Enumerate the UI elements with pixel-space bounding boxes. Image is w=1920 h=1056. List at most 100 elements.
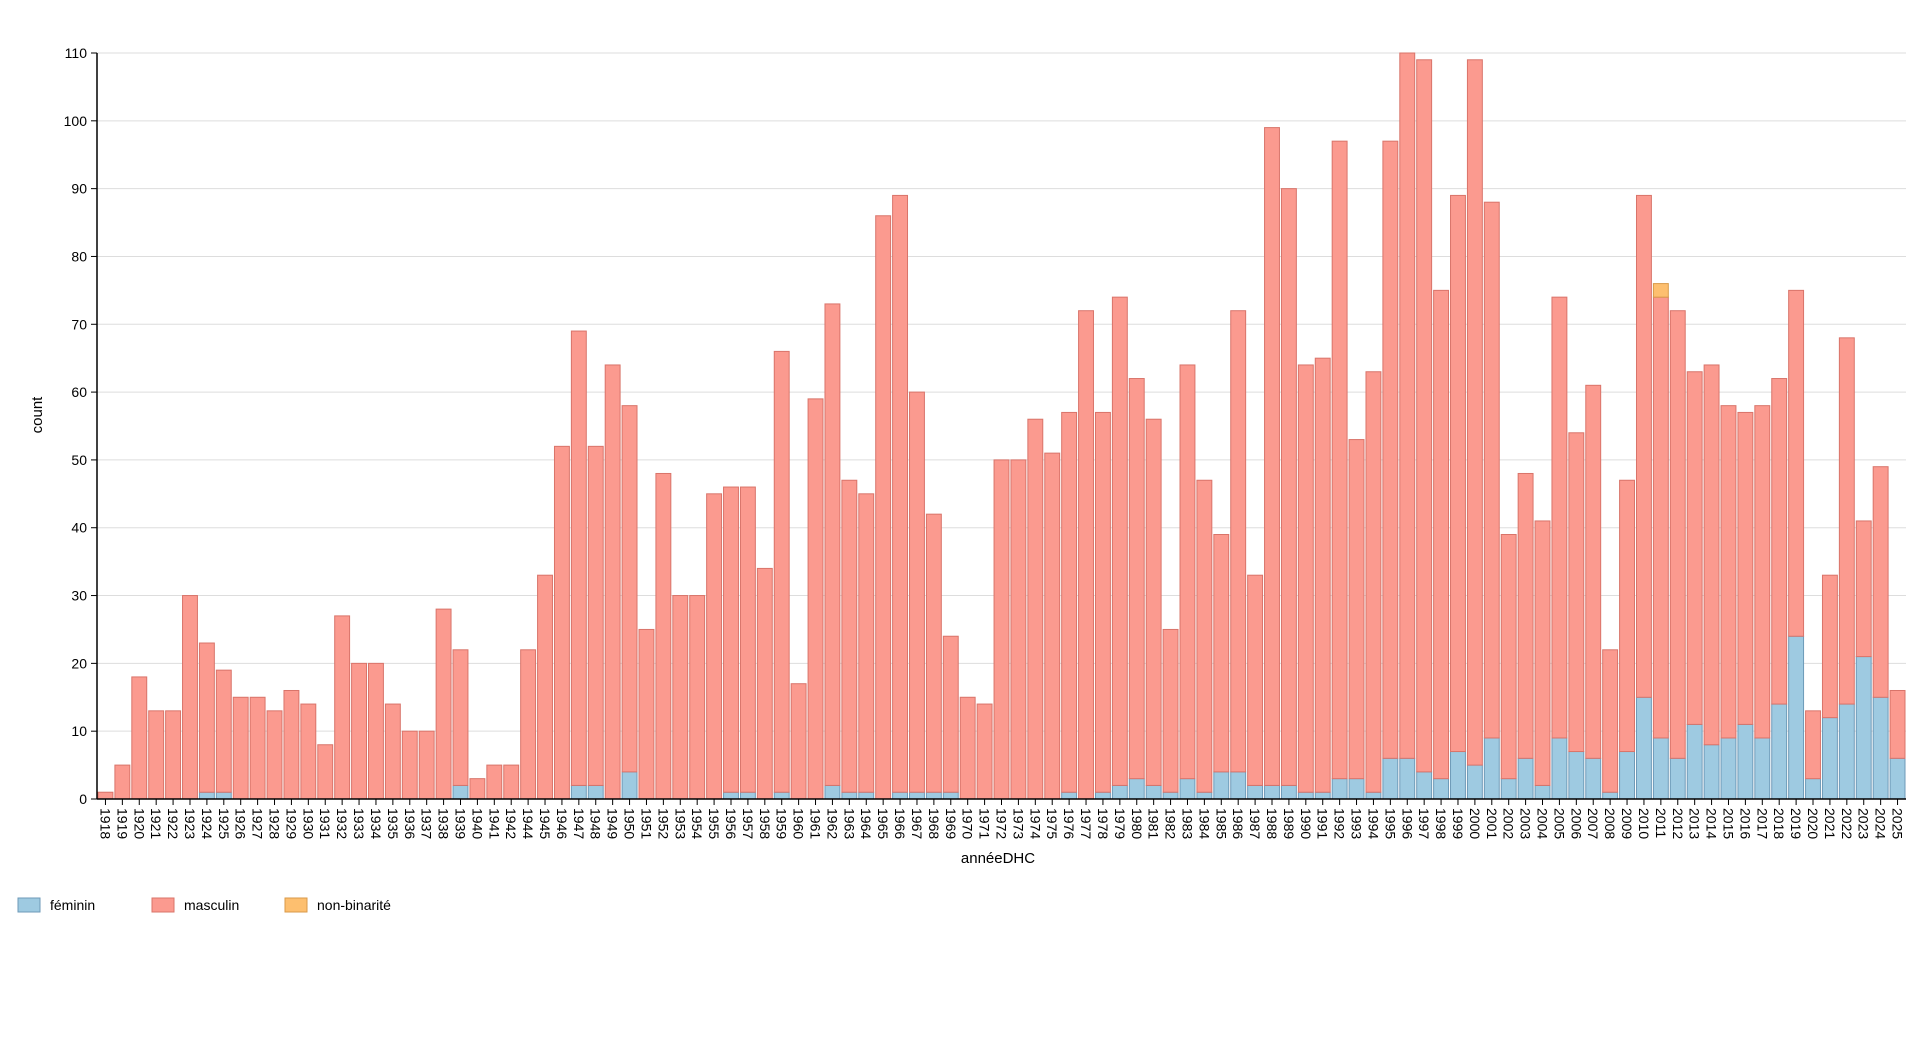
bar-féminin-1978 [1094,791,1111,800]
bar-masculin-1975 [1044,452,1061,800]
x-tick-label: 1995 [1382,808,1398,839]
bar-masculin-1985 [1213,534,1230,773]
bar-masculin-1953 [672,595,689,800]
x-tick-label: 1958 [757,808,773,839]
y-tick-label: 20 [71,655,87,671]
bar-masculin-1923 [182,595,198,800]
x-tick-label: 2009 [1619,808,1635,839]
bar-féminin-2014 [1703,744,1720,800]
x-tick-label: 1925 [216,808,232,839]
bar-féminin-2024 [1872,696,1889,800]
bar-masculin-1968 [925,513,942,793]
bar-masculin-1962 [824,303,841,786]
x-tick-label: 2008 [1602,808,1618,839]
x-tick-label: 1984 [1196,808,1212,839]
x-tick-label: 2012 [1670,808,1686,839]
bar-non-binarité-2011 [1652,283,1669,298]
bar-masculin-1933 [351,662,368,800]
y-tick-label: 110 [65,45,88,61]
x-tick-label: 1980 [1129,808,1145,839]
x-tick-label: 1937 [419,808,435,839]
bar-masculin-1936 [401,730,418,800]
bar-féminin-1967 [909,791,925,800]
bar-féminin-2005 [1551,737,1568,800]
bar-féminin-1939 [452,784,469,800]
x-tick-label: 1978 [1095,808,1111,839]
x-tick-label: 1991 [1315,808,1331,839]
x-tick-label: 1975 [1044,808,1060,839]
bar-féminin-1982 [1162,791,1179,800]
x-tick-label: 1990 [1298,808,1314,839]
x-tick-label: 2015 [1720,808,1736,839]
x-tick-label: 1933 [351,808,367,839]
bar-masculin-2013 [1686,371,1703,725]
x-tick-label: 1929 [283,808,299,839]
x-tick-label: 1941 [486,808,502,839]
bar-masculin-1938 [435,608,452,800]
bar-masculin-1999 [1450,194,1466,753]
bar-féminin-2011 [1652,737,1669,800]
bar-masculin-1986 [1230,310,1247,773]
bar-masculin-1939 [452,649,469,786]
x-tick-label: 2011 [1653,808,1669,838]
bar-féminin-1998 [1433,778,1450,800]
bar-masculin-1994 [1365,371,1382,793]
x-tick-label: 1970 [960,808,976,839]
bar-féminin-2003 [1517,757,1534,800]
bar-masculin-1972 [993,459,1010,800]
x-tick-label: 1922 [165,808,181,839]
x-tick-label: 2022 [1839,808,1855,839]
bar-masculin-1964 [858,493,875,793]
bar-féminin-2002 [1500,778,1517,800]
x-tick-label: 1996 [1399,808,1415,839]
bar-féminin-2001 [1483,737,1500,800]
bar-masculin-2019 [1788,289,1805,637]
x-tick-label: 1920 [131,808,147,839]
x-tick-label: 1956 [723,808,739,839]
bar-masculin-1950 [621,405,638,773]
bar-féminin-1979 [1111,784,1128,800]
x-tick-label: 1921 [148,808,164,839]
bar-féminin-1925 [215,791,232,800]
x-tick-label: 1979 [1112,808,1128,839]
bar-masculin-1919 [114,764,131,800]
bar-masculin-1979 [1111,296,1128,786]
bar-masculin-1987 [1247,574,1264,786]
bar-masculin-1969 [942,635,959,793]
bar-masculin-1967 [909,391,925,793]
bar-masculin-2005 [1551,296,1568,739]
x-tick-label: 1947 [571,808,587,839]
bar-masculin-1977 [1078,310,1094,800]
bar-féminin-1969 [942,791,959,800]
x-tick-label: 1934 [368,808,384,839]
bar-masculin-1988 [1264,127,1280,786]
bar-féminin-2010 [1635,696,1652,800]
bar-masculin-1955 [706,493,723,800]
x-tick-label: 1986 [1230,808,1246,839]
bar-masculin-1948 [587,445,604,786]
bar-masculin-1945 [537,574,553,800]
x-tick-label: 1997 [1416,808,1432,839]
x-tick-label: 1939 [452,808,468,839]
bar-masculin-2008 [1602,649,1619,793]
x-tick-label: 1948 [588,808,604,839]
bar-masculin-1934 [368,662,384,800]
y-axis-title: count [29,396,46,434]
x-tick-label: 1952 [655,808,671,839]
legend-label: non-binarité [317,897,391,913]
bar-masculin-1960 [790,683,807,800]
legend-item-non-binarité: non-binarité [284,897,391,913]
bar-masculin-1980 [1128,378,1145,780]
x-tick-label: 1945 [537,808,553,839]
x-tick-label: 1919 [114,808,130,839]
x-tick-label: 1935 [385,808,401,839]
x-tick-label: 2020 [1805,808,1821,839]
x-tick-label: 1967 [909,808,925,839]
bar-masculin-2007 [1585,384,1602,759]
x-tick-label: 1927 [250,808,266,839]
bar-féminin-1986 [1230,771,1247,800]
bar-féminin-1994 [1365,791,1382,800]
x-tick-label: 1973 [1010,808,1026,839]
bar-masculin-1918 [97,791,114,800]
x-tick-label: 1999 [1450,808,1466,839]
